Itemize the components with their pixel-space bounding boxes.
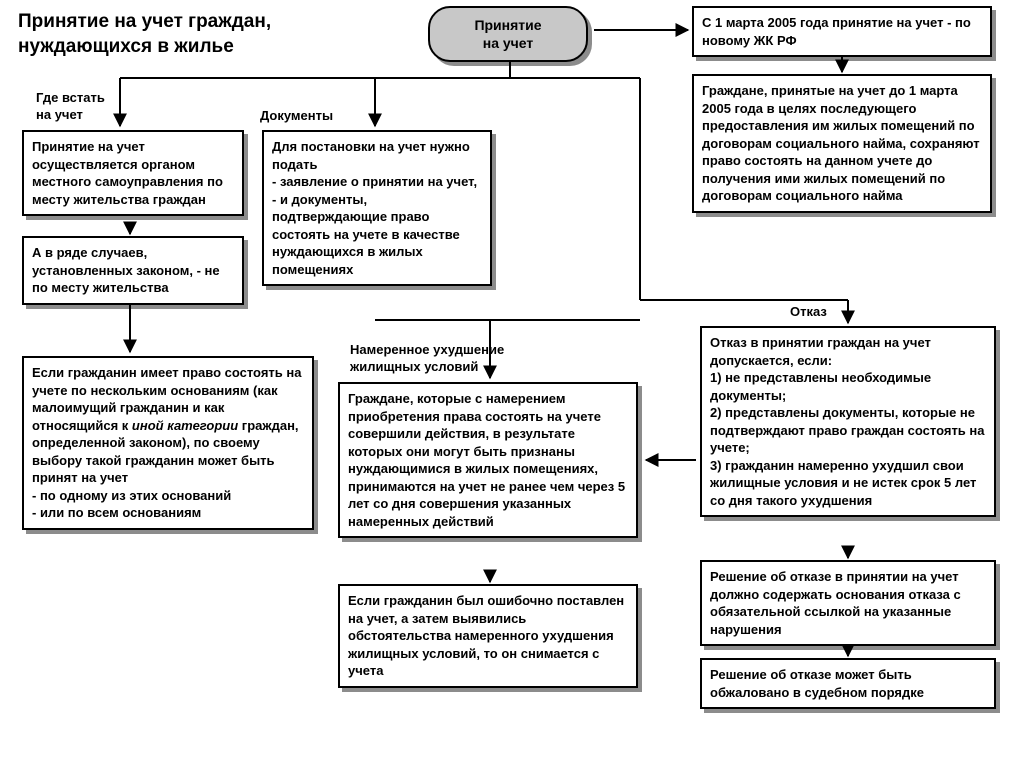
box-where-2: А в ряде случаев, установленных законом,…: [22, 236, 244, 305]
text-ref2: Решение об отказе в принятии на учет дол…: [710, 569, 961, 637]
text-where1: Принятие на учет осуществляется органом …: [32, 139, 223, 207]
text-multi: Если гражданин имеет право состоять на у…: [32, 365, 301, 520]
label-refusal: Отказ: [790, 304, 827, 321]
box-refusal-appeal: Решение об отказе может быть обжаловано …: [700, 658, 996, 709]
start-line2: на учет: [483, 35, 534, 51]
box-deterioration-remove: Если гражданин был ошибочно поставлен на…: [338, 584, 638, 688]
text-docs: Для постановки на учет нужно подать - за…: [272, 139, 477, 277]
box-where-1: Принятие на учет осуществляется органом …: [22, 130, 244, 216]
label-where: Где встать на учет: [36, 90, 105, 124]
label-deterioration: Намеренное ухудшение жилищных условий: [350, 342, 504, 376]
text-2005a: С 1 марта 2005 года принятие на учет - п…: [702, 15, 971, 48]
box-documents: Для постановки на учет нужно подать - за…: [262, 130, 492, 286]
diagram-title: Принятие на учет граждан, нуждающихся в …: [18, 10, 398, 59]
box-deterioration-5yr: Граждане, которые с намерением приобрете…: [338, 382, 638, 538]
text-2005b: Граждане, принятые на учет до 1 марта 20…: [702, 83, 980, 203]
text-ref3: Решение об отказе может быть обжаловано …: [710, 667, 924, 700]
start-node: Принятие на учет: [428, 6, 588, 62]
label-docs: Документы: [260, 108, 333, 125]
text-where2: А в ряде случаев, установленных законом,…: [32, 245, 220, 295]
text-det2: Если гражданин был ошибочно поставлен на…: [348, 593, 624, 678]
box-before-2005: Граждане, принятые на учет до 1 марта 20…: [692, 74, 992, 213]
text-ref1: Отказ в принятии граждан на учет допуска…: [710, 335, 985, 508]
start-line1: Принятие: [474, 17, 541, 33]
box-multi-basis: Если гражданин имеет право состоять на у…: [22, 356, 314, 530]
box-refusal-decision: Решение об отказе в принятии на учет дол…: [700, 560, 996, 646]
text-det1: Граждане, которые с намерением приобрете…: [348, 391, 625, 529]
box-since-2005: С 1 марта 2005 года принятие на учет - п…: [692, 6, 992, 57]
box-refusal-grounds: Отказ в принятии граждан на учет допуска…: [700, 326, 996, 517]
